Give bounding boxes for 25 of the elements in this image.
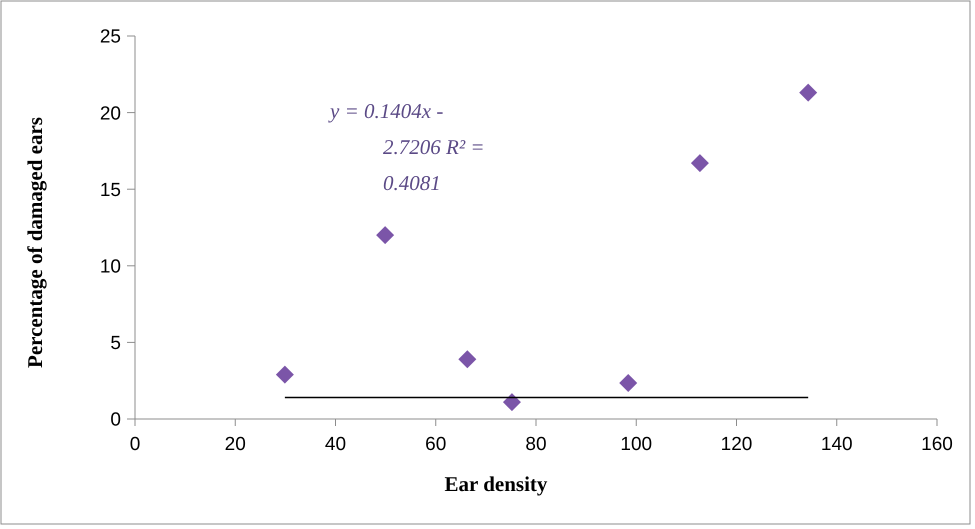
y-tick-label: 10 — [100, 256, 121, 278]
annotation: y = 0.1404x - 2.7206 R² = 0.4081 — [328, 99, 485, 195]
point — [376, 226, 394, 244]
x-tick-label: 40 — [324, 434, 346, 455]
y-tick-label: 0 — [110, 410, 121, 431]
x-tick-label: 160 — [921, 434, 953, 455]
y-tick-label: 25 — [100, 26, 121, 48]
point — [502, 393, 521, 412]
x-tick-label: 80 — [525, 434, 547, 455]
point — [619, 374, 638, 392]
x-axis-title: Ear density — [444, 472, 548, 496]
y-axis-title: Percentage of damaged ears — [23, 117, 47, 368]
x-tick-label: 100 — [620, 434, 652, 455]
y-tick-label: 20 — [100, 103, 121, 124]
point — [690, 154, 709, 172]
x-tick-label: 60 — [425, 434, 446, 455]
x-tick-label: 0 — [130, 434, 140, 455]
point — [799, 84, 818, 102]
x-tick-label: 140 — [820, 434, 853, 455]
x-tick-label: 20 — [224, 434, 246, 455]
point — [458, 350, 476, 368]
point — [276, 366, 294, 384]
x-tick-label: 120 — [720, 434, 752, 455]
y-tick-label: 15 — [100, 180, 121, 201]
y-tick-label: 5 — [110, 333, 121, 354]
